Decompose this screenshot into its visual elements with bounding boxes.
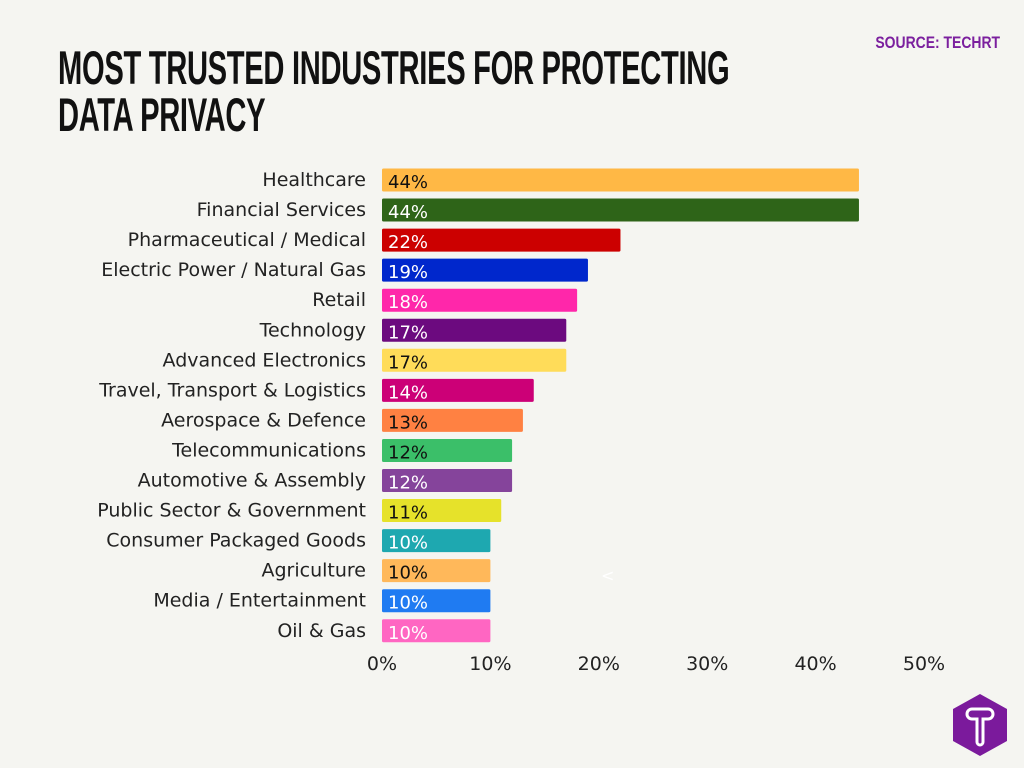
bar: [382, 258, 588, 282]
bar: [382, 288, 578, 312]
category-label: Public Sector & Government: [97, 500, 366, 522]
category-label: Telecommunications: [171, 439, 366, 461]
category-label: Electric Power / Natural Gas: [101, 259, 366, 281]
data-label: 10%: [388, 593, 428, 614]
data-label: 12%: [388, 473, 428, 494]
bar: [382, 168, 859, 192]
data-label: 17%: [388, 352, 428, 373]
bar: [382, 378, 534, 402]
data-label: 13%: [388, 412, 428, 433]
category-label: Oil & Gas: [277, 620, 366, 642]
bar: [382, 228, 621, 252]
x-tick-label: 20%: [578, 653, 620, 675]
data-label: 14%: [388, 382, 428, 403]
bar: [382, 469, 513, 492]
bar: [382, 198, 859, 222]
bar: [382, 438, 513, 462]
data-label: 10%: [388, 623, 428, 644]
data-label: 44%: [388, 172, 428, 193]
data-label: 17%: [388, 322, 428, 343]
data-label: 19%: [388, 262, 428, 283]
data-label: 10%: [388, 563, 428, 584]
bar: [382, 589, 491, 613]
bar: [382, 499, 502, 523]
data-label: 44%: [388, 202, 428, 223]
bar: [382, 318, 567, 342]
category-label: Consumer Packaged Goods: [106, 530, 366, 552]
data-label: 22%: [388, 232, 428, 253]
x-tick-label: 40%: [794, 653, 836, 675]
bar: [382, 348, 567, 372]
data-label: 18%: [388, 292, 428, 313]
bar: [382, 559, 491, 583]
category-label: Retail: [312, 289, 366, 311]
x-tick-label: 50%: [903, 653, 945, 675]
category-label: Aerospace & Defence: [161, 409, 366, 431]
category-label: Pharmaceutical / Medical: [128, 229, 366, 251]
category-label: Advanced Electronics: [163, 349, 366, 371]
techrt-logo-icon: [953, 694, 1007, 756]
category-label: Automotive & Assembly: [138, 470, 366, 492]
bar: [382, 619, 491, 643]
bar: [382, 529, 491, 553]
data-label: 10%: [388, 533, 428, 554]
category-label: Technology: [259, 319, 366, 341]
x-tick-label: 0%: [367, 653, 397, 675]
x-tick-label: 10%: [469, 653, 511, 675]
source-label: SOURCE: TECHRT: [875, 33, 1000, 52]
data-label: 11%: [388, 503, 428, 524]
stray-glyph: <: [601, 566, 615, 585]
category-label: Financial Services: [197, 199, 366, 221]
category-label: Travel, Transport & Logistics: [98, 379, 366, 401]
bar: [382, 408, 523, 432]
x-tick-label: 30%: [686, 653, 728, 675]
chart-title: MOST TRUSTED INDUSTRIES FOR PROTECTING D…: [58, 41, 730, 141]
category-label: Media / Entertainment: [153, 590, 366, 612]
category-label: Agriculture: [262, 560, 367, 582]
data-label: 12%: [388, 442, 428, 463]
category-label: Healthcare: [262, 169, 366, 191]
